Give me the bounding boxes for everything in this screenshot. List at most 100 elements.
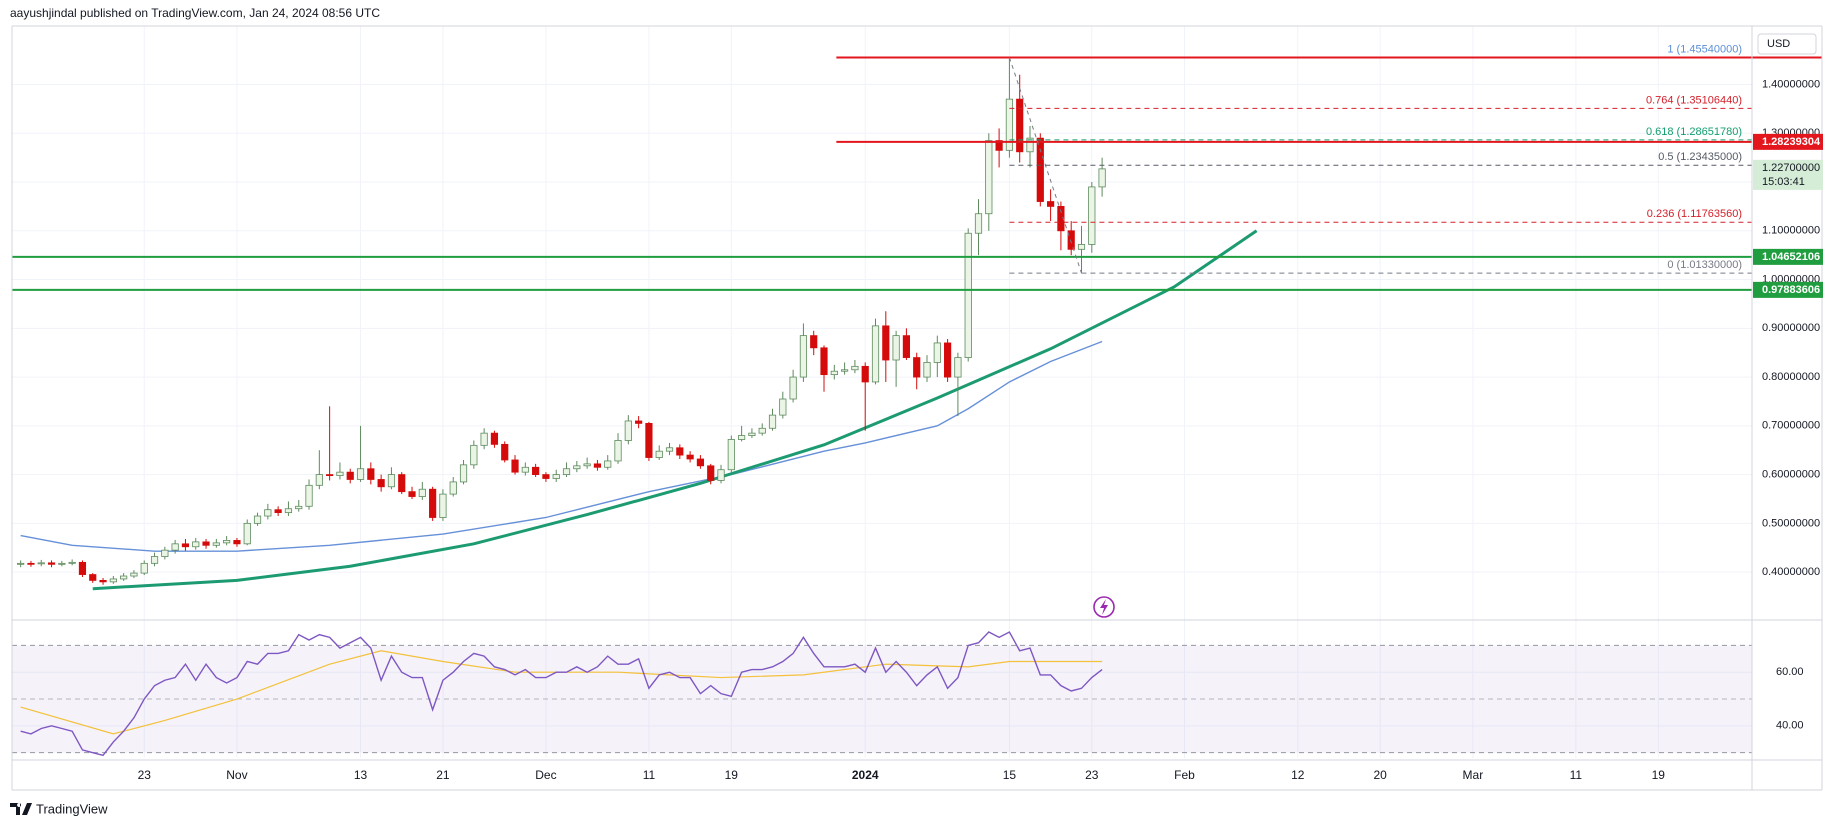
y-tick-label: 0.80000000 [1762,371,1820,383]
candle-body [954,357,962,378]
candle-body [253,515,262,524]
candle-body [202,541,210,546]
candle-body [861,365,869,383]
candle-body [686,454,694,460]
fib-level-label: 0.5 (1.23435000) [1658,151,1742,163]
candle-body [212,542,220,546]
x-tick-label: 13 [354,768,368,782]
candle-body [356,468,365,480]
candle-body [470,444,478,466]
candle-body [449,481,457,495]
candle-body [635,420,643,424]
price-label: 1.04652106 [1762,251,1820,263]
x-tick-label: 20 [1374,768,1388,782]
candle-body [398,474,406,493]
price-pane [17,57,1258,591]
candle-body [696,458,705,467]
candle-body [243,522,251,545]
candle-body [1016,98,1024,153]
candle-body [521,466,529,473]
candle-body [532,466,540,475]
candle-body [459,464,468,483]
candle-body [1057,206,1065,232]
x-tick-label: 19 [1652,768,1666,782]
candle-body [326,474,334,476]
candle-body [974,213,983,234]
candle-body [799,335,808,378]
candle-body [140,562,148,574]
candle-body [377,479,385,488]
candle-body [171,543,179,551]
fib-level-label: 0.236 (1.11763560) [1647,208,1742,220]
alert-icon[interactable] [1093,596,1115,618]
price-label-box [1753,248,1823,265]
candle-body [676,447,684,456]
countdown-label: 15:03:41 [1762,176,1805,188]
candle-body [367,468,375,480]
candle-body [150,556,159,564]
candle-body [27,562,35,565]
candle-body [315,474,323,486]
candle-body [1067,230,1075,250]
x-tick-label: 23 [1085,768,1099,782]
candle-body [336,471,344,476]
candle-body [295,505,303,510]
candle-body [284,508,293,514]
currency-box [1757,33,1817,55]
overlays: 1 (1.45540000) 0.764 (1.35106440) 0.618 (1… [12,43,1822,291]
alert-bolt[interactable] [1100,599,1108,615]
price-label-box [1753,133,1823,150]
x-tick-label: 12 [1291,768,1305,782]
price-label-box [1753,281,1823,298]
candle-body [58,562,66,565]
logo-text: TradingView [36,801,108,816]
y-tick-label: 0.90000000 [1762,322,1820,334]
candle-body [1005,98,1013,151]
rsi-line [20,631,1103,757]
candle-body [1026,137,1034,153]
candle-body [933,342,941,363]
candle-body [964,232,972,358]
candle-body [542,474,550,479]
y-tick-label: 0.50000000 [1762,517,1820,529]
candle-body [882,325,890,361]
candle-body [89,574,97,581]
candle-body [727,439,735,471]
price-label: 1.28239304 [1762,136,1821,148]
fib-level-label: 0.618 (1.28651780) [1646,126,1742,138]
candle-body [645,422,653,458]
last-price-box [1753,159,1823,190]
candle-body [995,140,1003,151]
candle-body [810,335,818,349]
candle-body [387,474,396,488]
candle-body [604,460,612,468]
candle-body [614,440,622,462]
candle-body [233,540,241,545]
candle-body [17,562,25,565]
candle-body [655,450,663,458]
candle-body [130,572,138,577]
candle-body [841,369,849,372]
candle-body [871,325,880,383]
candle-body [418,488,426,497]
candle-body [120,575,128,580]
y-tick-label: 0.70000000 [1762,420,1820,432]
last-price-label: 1.22700000 [1762,162,1820,174]
candle-body [223,540,231,544]
candle-body [944,342,952,378]
fib-level-label: 0.764 (1.35106440) [1646,94,1742,106]
candle-body [707,465,715,481]
candle-body [99,580,107,583]
x-tick-label: 23 [138,768,152,782]
candle-body [851,365,859,371]
candle-body [738,435,746,440]
candle-body [109,578,117,583]
x-tick-label: Nov [226,768,247,782]
candle-body [985,140,993,215]
x-tick-label: Mar [1463,768,1484,782]
y-tick-label: 0.40000000 [1762,566,1820,578]
y-tick-label: 0.60000000 [1762,469,1820,481]
candle-body [902,335,911,358]
candle-body [274,509,282,514]
